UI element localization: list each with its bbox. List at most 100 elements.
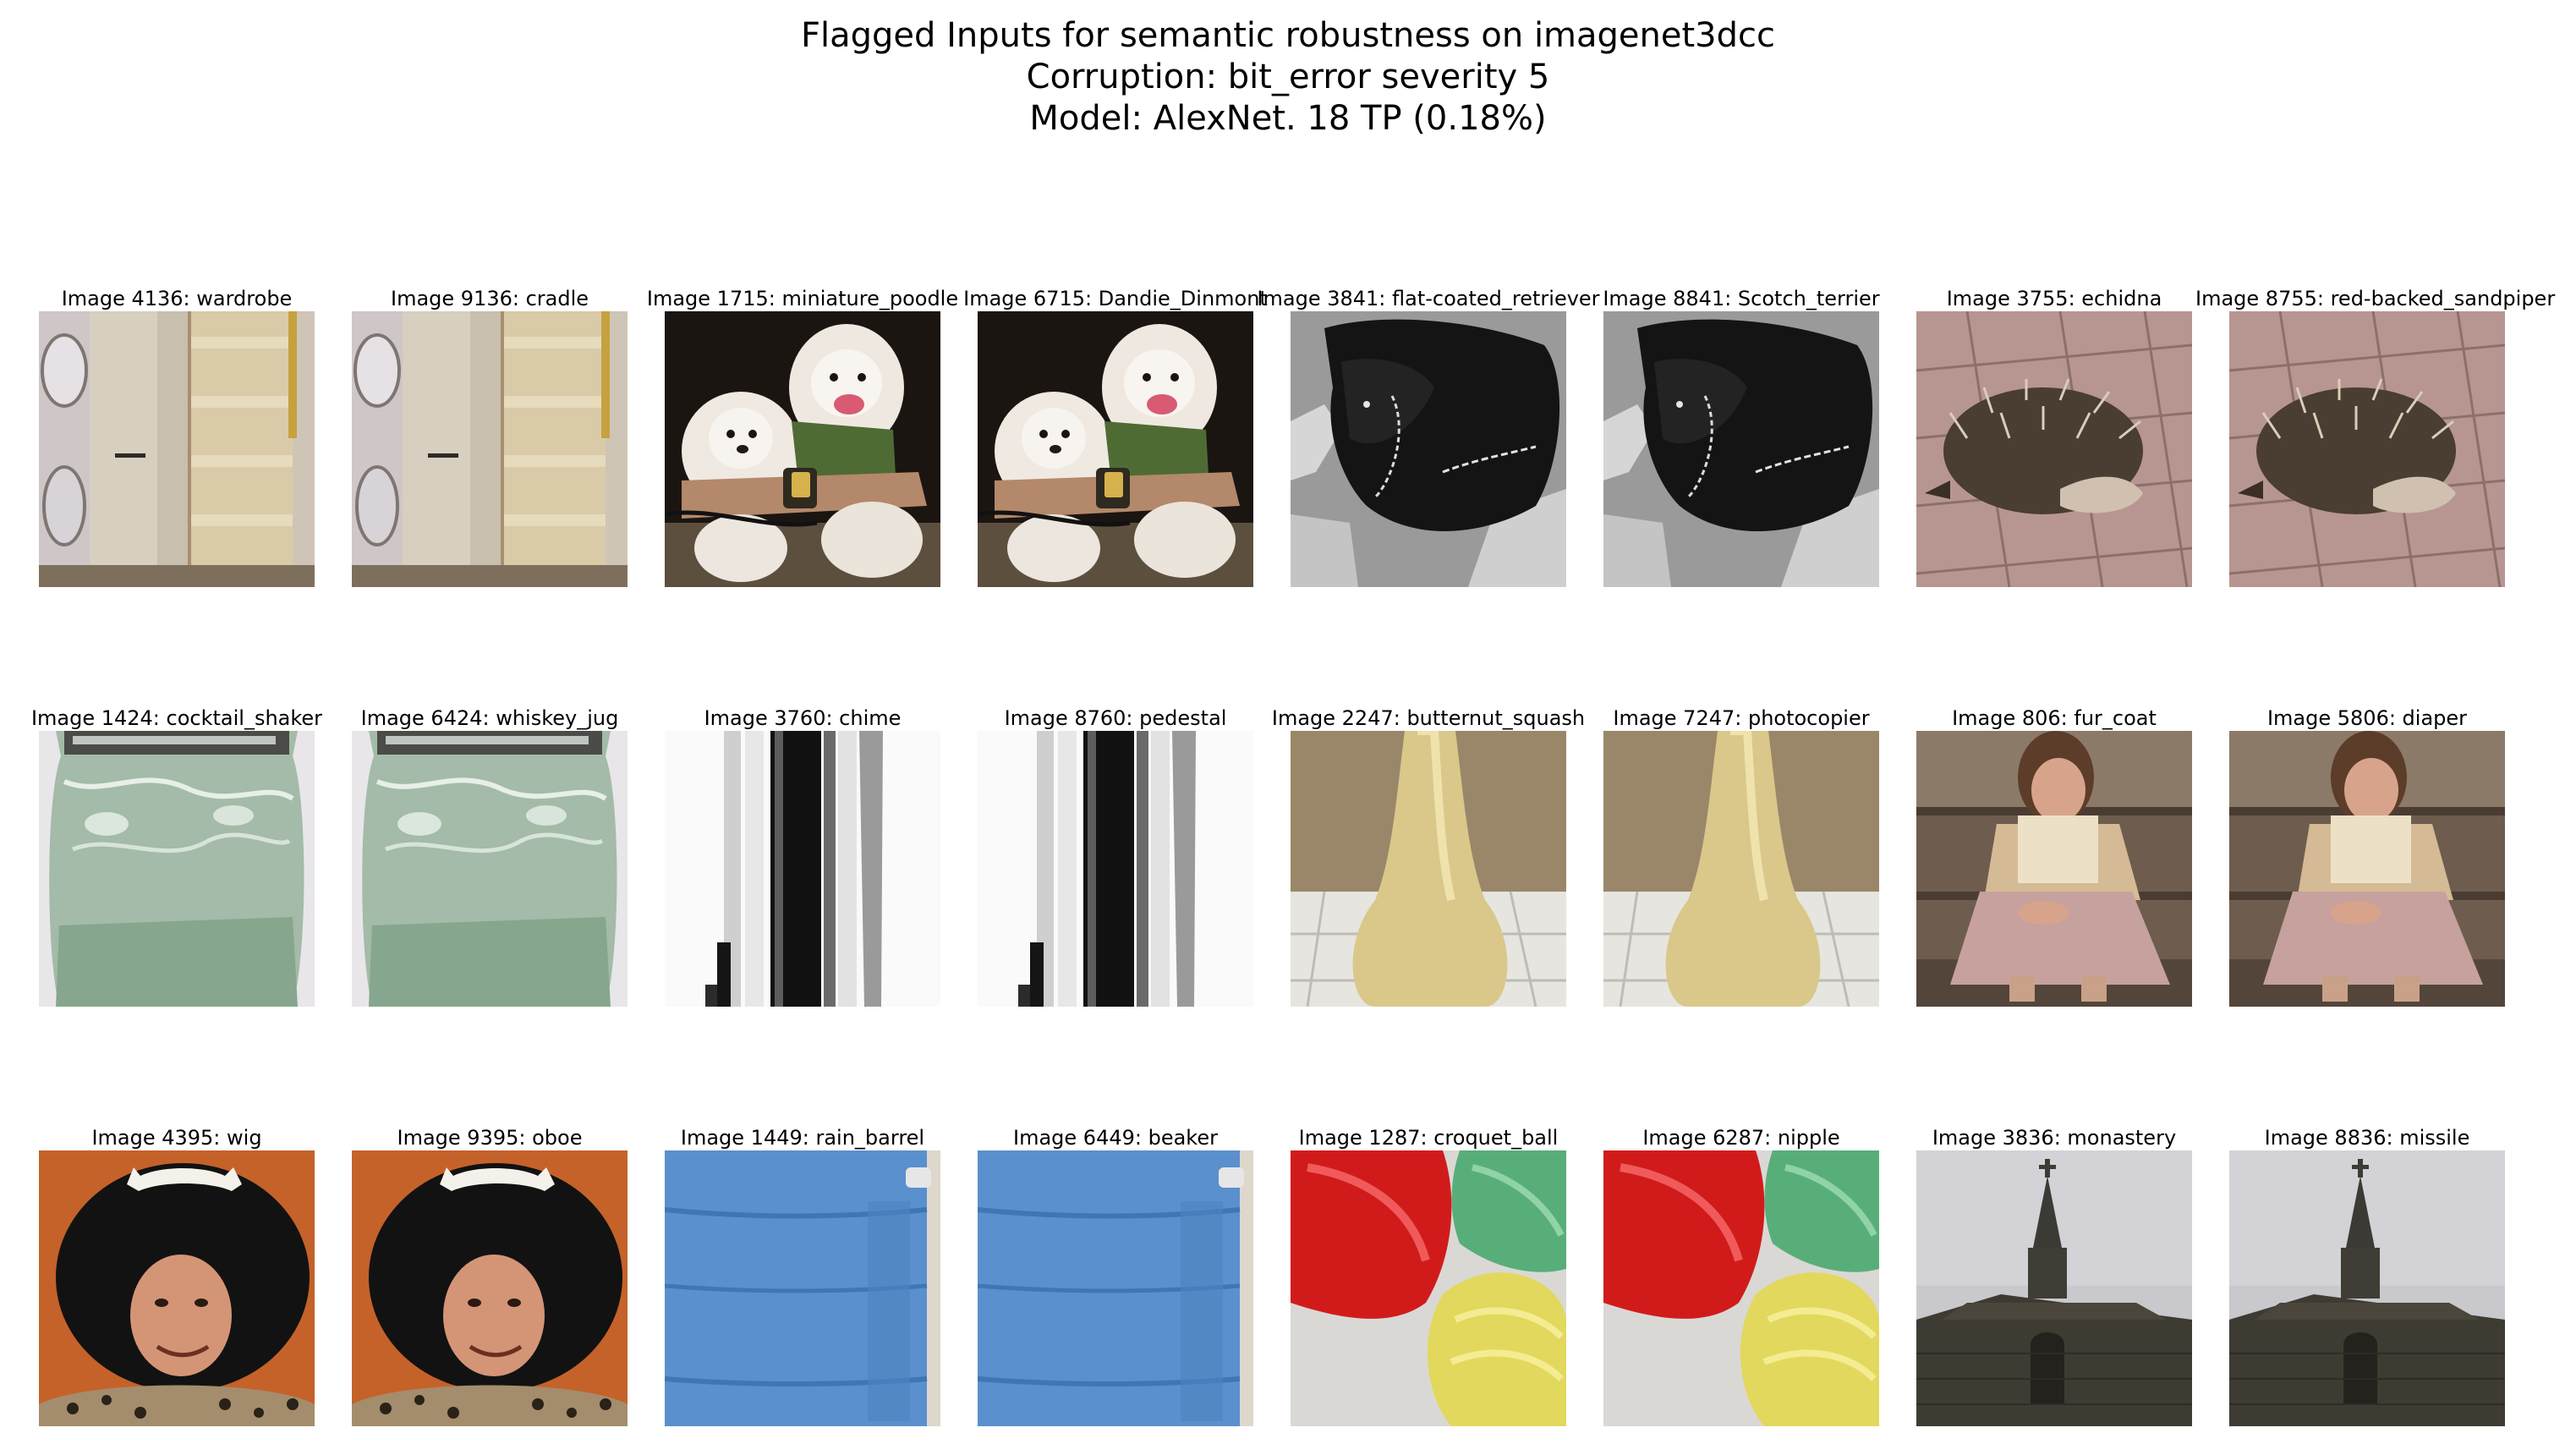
white-poodles-image (978, 311, 1253, 587)
image-thumbnail (2229, 1150, 2505, 1426)
image-tile: Image 7247: photocopier (1603, 706, 1879, 1010)
stone-church-image (1916, 1150, 2192, 1426)
figure-title: Flagged Inputs for semantic robustness o… (0, 15, 2576, 140)
image-caption: Image 3760: chime (704, 706, 902, 730)
image-thumbnail (1291, 1150, 1566, 1426)
image-thumbnail (39, 731, 315, 1007)
image-caption: Image 8760: pedestal (1004, 706, 1227, 730)
image-caption: Image 3836: monastery (1932, 1126, 2177, 1150)
image-tile: Image 3755: echidna (1916, 286, 2192, 590)
image-tile: Image 8841: Scotch_terrier (1603, 286, 1880, 590)
blue-barrel-image (665, 1150, 940, 1426)
image-caption: Image 9395: oboe (397, 1126, 583, 1150)
image-thumbnail (1916, 311, 2192, 587)
image-caption: Image 4136: wardrobe (61, 287, 293, 310)
image-tile: Image 3760: chime (665, 706, 940, 1010)
image-tile: Image 6424: whiskey_jug (352, 706, 628, 1010)
stone-church-image (2229, 1150, 2505, 1426)
afro-wig-man-image (352, 1150, 628, 1426)
laundry-room-image (352, 311, 628, 587)
image-tile: Image 1424: cocktail_shaker (31, 706, 322, 1010)
image-grid: Image 4136: wardrobe Image 9136: cradle Im… (31, 286, 2555, 1430)
subtitle-model: Model: AlexNet. 18 TP (0.18%) (1029, 99, 1547, 138)
image-caption: Image 5806: diaper (2266, 706, 2468, 730)
image-caption: Image 1449: rain_barrel (680, 1126, 925, 1150)
image-thumbnail (352, 311, 628, 587)
green-glass-jar-image (352, 731, 628, 1007)
image-caption: Image 6287: nipple (1642, 1126, 1840, 1150)
green-glass-jar-image (39, 731, 315, 1007)
image-caption: Image 4395: wig (91, 1126, 262, 1150)
image-thumbnail (1291, 731, 1566, 1007)
laundry-room-image (39, 311, 315, 587)
image-tile: Image 2247: butternut_squash (1272, 706, 1585, 1010)
image-caption: Image 1715: miniature_poodle (646, 287, 959, 310)
image-thumbnail (1916, 1150, 2192, 1426)
image-caption: Image 8836: missile (2264, 1126, 2470, 1150)
image-thumbnail (1291, 311, 1566, 587)
colored-bowls-image (1603, 1150, 1879, 1426)
image-caption: Image 8841: Scotch_terrier (1603, 287, 1880, 310)
image-caption: Image 7247: photocopier (1613, 706, 1870, 730)
image-caption: Image 9136: cradle (390, 287, 589, 310)
image-tile: Image 8760: pedestal (978, 706, 1253, 1010)
image-tile: Image 806: fur_coat (1916, 706, 2192, 1010)
chime-tubes-image (978, 731, 1253, 1007)
image-thumbnail (1603, 731, 1879, 1007)
image-caption: Image 1424: cocktail_shaker (30, 706, 323, 730)
butternut-squash-image (1291, 731, 1566, 1007)
butternut-squash-image (1603, 731, 1879, 1007)
image-tile: Image 9136: cradle (352, 286, 628, 590)
chime-tubes-image (665, 731, 940, 1007)
image-thumbnail (2229, 311, 2505, 587)
afro-wig-man-image (39, 1150, 315, 1426)
echidna-on-bricks-image (2229, 311, 2505, 587)
title-line: Flagged Inputs for semantic robustness o… (800, 16, 1775, 55)
subtitle-corruption: Corruption: bit_error severity 5 (1026, 58, 1550, 96)
image-tile: Image 6449: beaker (978, 1125, 1253, 1430)
image-thumbnail (665, 731, 940, 1007)
image-thumbnail (1916, 731, 2192, 1007)
image-thumbnail (978, 311, 1253, 587)
black-dog-grayscale-image (1603, 311, 1879, 587)
image-caption: Image 6449: beaker (1013, 1126, 1218, 1150)
image-thumbnail (665, 311, 940, 587)
image-caption: Image 806: fur_coat (1952, 706, 2157, 730)
image-tile: Image 1449: rain_barrel (665, 1125, 940, 1430)
image-tile: Image 4395: wig (39, 1125, 315, 1430)
image-tile: Image 8755: red-backed_sandpiper (2195, 286, 2555, 590)
image-tile: Image 9395: oboe (352, 1125, 628, 1430)
image-tile: Image 3841: flat-coated_retriever (1257, 286, 1600, 590)
image-thumbnail (352, 731, 628, 1007)
colored-bowls-image (1291, 1150, 1566, 1426)
child-on-steps-image (2229, 731, 2505, 1007)
image-caption: Image 6715: Dandie_Dinmont (963, 287, 1268, 310)
image-tile: Image 1715: miniature_poodle (647, 286, 958, 590)
white-poodles-image (665, 311, 940, 587)
child-on-steps-image (1916, 731, 2192, 1007)
image-thumbnail (39, 1150, 315, 1426)
image-thumbnail (978, 1150, 1253, 1426)
image-caption: Image 3755: echidna (1946, 287, 2162, 310)
image-caption: Image 2247: butternut_squash (1271, 706, 1586, 730)
image-tile: Image 8836: missile (2229, 1125, 2505, 1430)
image-tile: Image 5806: diaper (2229, 706, 2505, 1010)
black-dog-grayscale-image (1291, 311, 1566, 587)
image-tile: Image 1287: croquet_ball (1291, 1125, 1566, 1430)
image-tile: Image 3836: monastery (1916, 1125, 2192, 1430)
echidna-on-bricks-image (1916, 311, 2192, 587)
image-caption: Image 8755: red-backed_sandpiper (2195, 287, 2556, 310)
image-thumbnail (978, 731, 1253, 1007)
image-thumbnail (2229, 731, 2505, 1007)
blue-barrel-image (978, 1150, 1253, 1426)
image-tile: Image 6715: Dandie_Dinmont (963, 286, 1268, 590)
image-thumbnail (1603, 1150, 1879, 1426)
image-tile: Image 6287: nipple (1603, 1125, 1879, 1430)
image-caption: Image 6424: whiskey_jug (360, 706, 619, 730)
image-tile: Image 4136: wardrobe (39, 286, 315, 590)
image-thumbnail (352, 1150, 628, 1426)
image-thumbnail (39, 311, 315, 587)
image-caption: Image 1287: croquet_ball (1298, 1126, 1559, 1150)
image-thumbnail (1603, 311, 1879, 587)
image-thumbnail (665, 1150, 940, 1426)
